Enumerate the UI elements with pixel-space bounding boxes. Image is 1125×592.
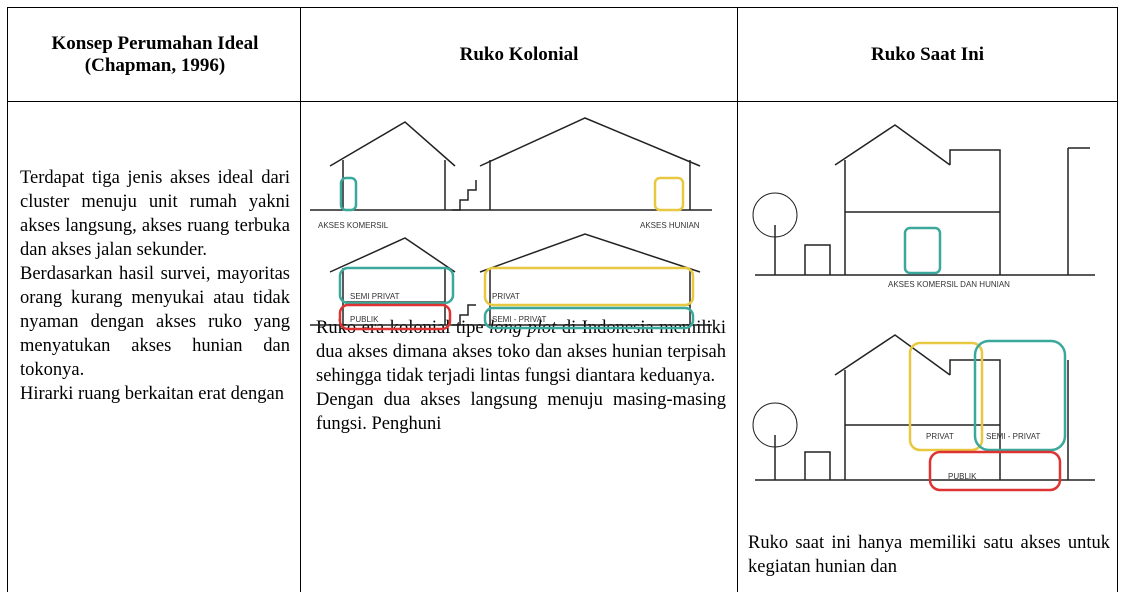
header-cell: Konsep Perumahan Ideal (Chapman, 1996)	[51, 32, 259, 76]
paragraph: Dengan dua akses langsung menuju masing-…	[316, 390, 726, 434]
table-border	[7, 7, 1118, 8]
table-border	[737, 7, 738, 592]
figure-label: PRIVAT	[926, 432, 954, 441]
figure-label: AKSES KOMERSIL DAN HUNIAN	[888, 280, 1010, 289]
table-border	[7, 101, 1118, 102]
cell-text: Terdapat tiga jenis akses ideal dari clu…	[20, 166, 290, 406]
cell-text: Ruko saat ini hanya memiliki satu akses …	[748, 531, 1110, 579]
paragraph: Berdasarkan hasil survei, mayoritas oran…	[20, 264, 290, 380]
header-cell: Ruko Kolonial	[459, 43, 579, 65]
paragraph: Hirarki ruang berkaitan erat dengan	[20, 384, 285, 404]
figure-label: AKSES KOMERSIL	[318, 221, 389, 230]
figure-label: SEMI PRIVAT	[350, 292, 400, 301]
figure-label: AKSES HUNIAN	[640, 221, 700, 230]
paragraph: Ruko saat ini hanya memiliki satu akses …	[748, 533, 1110, 577]
figure-label: SEMI - PRIVAT	[492, 315, 546, 324]
figure-label: SEMI - PRIVAT	[986, 432, 1040, 441]
table-border	[1117, 7, 1118, 592]
table-border	[7, 7, 8, 592]
header-cell: Ruko Saat Ini	[871, 43, 984, 65]
paragraph: Terdapat tiga jenis akses ideal dari clu…	[20, 168, 290, 260]
figure-label: PUBLIK	[350, 315, 379, 324]
table-border	[300, 7, 301, 592]
figure-label: PRIVAT	[492, 292, 520, 301]
figure-label: PUBLIK	[948, 472, 977, 481]
